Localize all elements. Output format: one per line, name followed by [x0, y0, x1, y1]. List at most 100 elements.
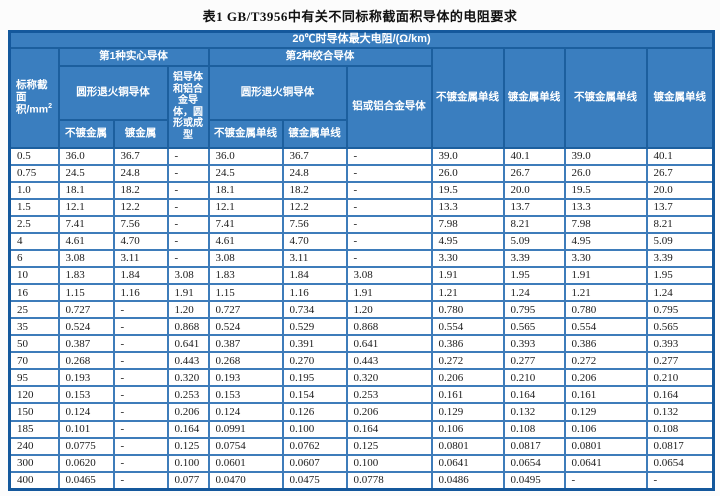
- value-cell: 7.98: [430, 214, 505, 234]
- area-cell: 150: [8, 402, 60, 422]
- value-cell: 0.524: [57, 317, 115, 337]
- value-cell: 40.1: [502, 146, 566, 166]
- value-cell: 0.0641: [563, 453, 648, 473]
- value-cell: -: [112, 419, 169, 439]
- value-cell: 7.56: [281, 214, 348, 234]
- table-row: 95 0.193-0.320 0.193 0.195 0.320 0.206 0.210 0.…: [8, 368, 715, 388]
- value-cell: 0.161: [563, 385, 648, 405]
- value-cell: -: [345, 248, 433, 268]
- value-cell: 0.153: [57, 385, 115, 405]
- value-cell: 1.15: [207, 282, 284, 303]
- value-cell: 26.7: [502, 163, 566, 183]
- value-cell: 1.95: [502, 265, 566, 286]
- value-cell: 4.95: [563, 231, 648, 251]
- table-row: 4 4.61 4.70-4.61 4.70-4.95 5.09 4.95 5.09: [8, 231, 715, 251]
- header-unplated-wire-col8: 不镀金属单线: [430, 46, 505, 149]
- area-cell: 16: [8, 282, 60, 303]
- page-title: 表1 GB/T3956中有关不同标称截面积导体的电阻要求: [202, 9, 518, 24]
- value-cell: 26.7: [645, 163, 715, 183]
- value-cell: 1.16: [112, 282, 169, 303]
- header-g2-aluminium: 铝或铝合金导体: [345, 64, 433, 149]
- table-row: 300 0.0620-0.100 0.0601 0.0607 0.100 0.0641 0.…: [8, 453, 715, 473]
- value-cell: 0.386: [430, 334, 505, 354]
- value-cell: -: [166, 163, 210, 183]
- value-cell: 24.8: [281, 163, 348, 183]
- value-cell: 1.15: [57, 282, 115, 303]
- area-cell: 95: [8, 368, 60, 388]
- value-cell: 4.95: [430, 231, 505, 251]
- area-cell: 2.5: [8, 214, 60, 234]
- value-cell: -: [166, 248, 210, 268]
- value-cell: 0.443: [345, 351, 433, 371]
- value-cell: 0.565: [502, 317, 566, 337]
- value-cell: 0.100: [345, 453, 433, 473]
- value-cell: 0.443: [166, 351, 210, 371]
- table-body: 0.5 36.0 36.7-36.0 36.7-39.0 40.1 39.0 40.1 0.7…: [8, 146, 715, 491]
- value-cell: 3.30: [430, 248, 505, 268]
- value-cell: -: [345, 231, 433, 251]
- table-row: 400 0.0465-0.077 0.0470 0.0475 0.0778 0.0486 0…: [8, 470, 715, 491]
- value-cell: -: [645, 470, 715, 491]
- value-cell: 0.795: [645, 300, 715, 320]
- value-cell: 0.154: [281, 385, 348, 405]
- value-cell: 0.734: [281, 300, 348, 320]
- area-cell: 35: [8, 317, 60, 337]
- value-cell: 1.84: [112, 265, 169, 286]
- value-cell: 0.125: [345, 436, 433, 456]
- value-cell: 0.108: [502, 419, 566, 439]
- value-cell: 24.5: [57, 163, 115, 183]
- value-cell: 18.2: [112, 180, 169, 200]
- value-cell: 0.272: [430, 351, 505, 371]
- value-cell: 0.164: [166, 419, 210, 439]
- table-row: 16 1.15 1.16 1.91 1.15 1.16 1.91 1.21 1.24 1.21 1.…: [8, 282, 715, 303]
- value-cell: 0.193: [207, 368, 284, 388]
- value-cell: 0.268: [57, 351, 115, 371]
- value-cell: 0.387: [57, 334, 115, 354]
- value-cell: 0.320: [345, 368, 433, 388]
- value-cell: 0.126: [281, 402, 348, 422]
- value-cell: 0.0601: [207, 453, 284, 473]
- value-cell: 0.868: [166, 317, 210, 337]
- value-cell: 0.161: [430, 385, 505, 405]
- value-cell: 0.206: [563, 368, 648, 388]
- area-cell: 300: [8, 453, 60, 473]
- value-cell: 0.164: [645, 385, 715, 405]
- value-cell: 0.206: [166, 402, 210, 422]
- table-row: 35 0.524-0.868 0.524 0.529 0.868 0.554 0.565 0.…: [8, 317, 715, 337]
- value-cell: -: [345, 146, 433, 166]
- value-cell: -: [112, 436, 169, 456]
- header-g1-plated: 镀金属: [112, 118, 169, 149]
- header-g1-aluminium: 铝导体和铝合金导体，圆形或成型: [166, 64, 210, 149]
- value-cell: 0.868: [345, 317, 433, 337]
- value-cell: 0.554: [430, 317, 505, 337]
- value-cell: 26.0: [430, 163, 505, 183]
- value-cell: 0.0778: [345, 470, 433, 491]
- value-cell: 1.83: [207, 265, 284, 286]
- value-cell: 13.7: [502, 197, 566, 217]
- value-cell: -: [166, 214, 210, 234]
- value-cell: 0.253: [166, 385, 210, 405]
- value-cell: 7.98: [563, 214, 648, 234]
- value-cell: 0.0486: [430, 470, 505, 491]
- table-row: 2.5 7.41 7.56-7.41 7.56-7.98 8.21 7.98 8.21: [8, 214, 715, 234]
- value-cell: 0.565: [645, 317, 715, 337]
- value-cell: 3.39: [645, 248, 715, 268]
- value-cell: 1.20: [166, 300, 210, 320]
- value-cell: 0.524: [207, 317, 284, 337]
- value-cell: 18.1: [207, 180, 284, 200]
- value-cell: 7.56: [112, 214, 169, 234]
- value-cell: 1.24: [502, 282, 566, 303]
- value-cell: 0.077: [166, 470, 210, 491]
- value-cell: 4.61: [207, 231, 284, 251]
- value-cell: 8.21: [502, 214, 566, 234]
- header-unplated-wire-col10: 不镀金属单线: [563, 46, 648, 149]
- value-cell: 0.0607: [281, 453, 348, 473]
- area-cell: 4: [8, 231, 60, 251]
- table-header: 20℃时导体最大电阻/(Ω/km) 标称截 面积/mm2 第1种实心导体 第2种…: [8, 30, 715, 149]
- value-cell: 0.268: [207, 351, 284, 371]
- header-nominal-area: 标称截 面积/mm2: [8, 46, 60, 149]
- value-cell: 0.195: [281, 368, 348, 388]
- value-cell: 0.129: [563, 402, 648, 422]
- value-cell: -: [166, 197, 210, 217]
- value-cell: -: [112, 402, 169, 422]
